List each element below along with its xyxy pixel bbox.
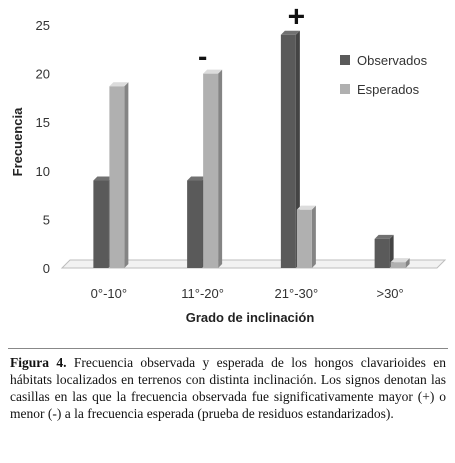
- floor-plane: [60, 259, 447, 269]
- x-axis-title: Grado de inclinación: [186, 310, 315, 325]
- x-tick-label: 21°-30°: [275, 286, 319, 301]
- legend: Observados Esperados: [340, 53, 428, 97]
- y-axis-title: Frecuencia: [10, 107, 25, 176]
- legend-swatch: [340, 55, 350, 65]
- bar-esperados-4: [390, 258, 410, 268]
- x-axis-ticks: 0°-10° 11°-20° 21°-30° >30°: [91, 286, 404, 301]
- y-tick-label: 15: [36, 115, 50, 130]
- x-tick-label: 0°-10°: [91, 286, 127, 301]
- bar-esperados-3: [296, 205, 316, 268]
- y-tick-label: 5: [43, 212, 50, 227]
- y-tick-label: 25: [36, 18, 50, 33]
- caption-label: Figura 4.: [10, 355, 67, 370]
- bar-esperados-2: [203, 69, 223, 268]
- bar-observados-4: [374, 234, 394, 268]
- y-tick-label: 20: [36, 67, 50, 82]
- legend-label: Esperados: [357, 82, 420, 97]
- bars: [93, 30, 410, 269]
- chart-floor: [60, 259, 447, 269]
- significance-sign-3: +: [288, 1, 306, 34]
- figure-caption: Figura 4. Frecuencia observada y esperad…: [10, 354, 446, 422]
- caption-divider: [8, 348, 448, 349]
- legend-item-observados: Observados: [340, 53, 428, 68]
- caption-text: Frecuencia observada y esperada de los h…: [10, 355, 447, 421]
- legend-swatch: [340, 84, 350, 94]
- x-tick-label: 11°-20°: [181, 286, 224, 301]
- bar-esperados-1: [109, 82, 129, 269]
- y-tick-label: 0: [43, 261, 50, 276]
- legend-item-esperados: Esperados: [340, 82, 420, 97]
- y-axis: 0 5 10 15 20 25: [36, 18, 50, 276]
- significance-signs: -+: [198, 1, 305, 72]
- significance-sign-2: -: [198, 41, 207, 72]
- x-tick-label: >30°: [376, 286, 403, 301]
- y-tick-label: 10: [36, 164, 50, 179]
- legend-label: Observados: [357, 53, 428, 68]
